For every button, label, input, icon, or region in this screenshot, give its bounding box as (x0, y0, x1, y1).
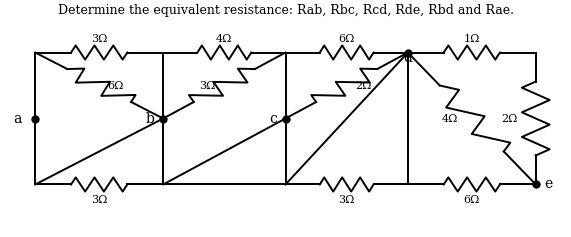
Text: 3Ω: 3Ω (339, 195, 355, 205)
Text: a: a (13, 111, 21, 126)
Text: 4Ω: 4Ω (216, 34, 232, 44)
Text: 6Ω: 6Ω (339, 34, 355, 44)
Text: 4Ω: 4Ω (441, 114, 458, 123)
Text: Determine the equivalent resistance: Rab, Rbc, Rcd, Rde, Rbd and Rae.: Determine the equivalent resistance: Rab… (58, 4, 513, 17)
Text: 1Ω: 1Ω (464, 34, 480, 44)
Text: c: c (270, 111, 277, 126)
Text: e: e (544, 178, 552, 191)
Text: 6Ω: 6Ω (108, 81, 124, 91)
Text: d: d (403, 51, 412, 65)
Text: 3Ω: 3Ω (91, 195, 107, 205)
Text: 6Ω: 6Ω (464, 195, 480, 205)
Text: b: b (146, 111, 155, 126)
Text: 3Ω: 3Ω (91, 34, 107, 44)
Text: 2Ω: 2Ω (501, 114, 518, 123)
Text: 2Ω: 2Ω (355, 81, 372, 91)
Text: 3Ω: 3Ω (199, 81, 216, 91)
